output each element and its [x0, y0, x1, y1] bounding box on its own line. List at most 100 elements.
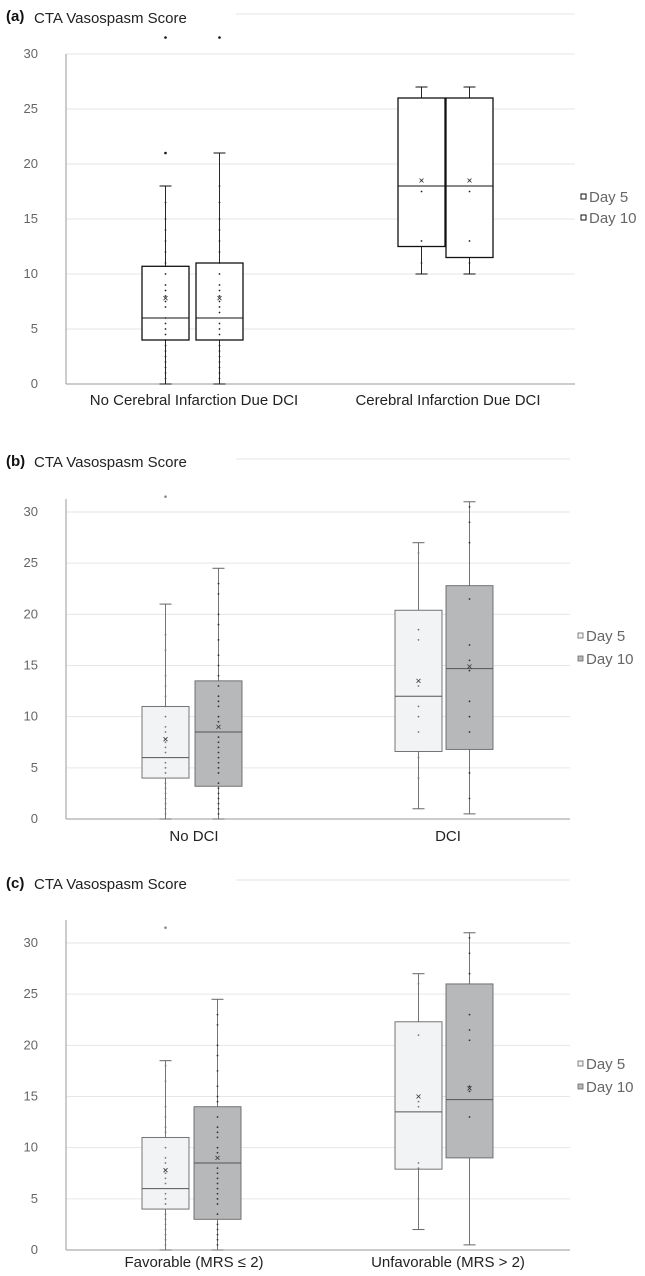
y-tick-label-25: 25 — [24, 101, 38, 116]
data-point — [417, 552, 420, 554]
y-tick-label-30: 30 — [24, 46, 38, 61]
data-point — [216, 1197, 219, 1200]
data-point — [164, 284, 167, 286]
data-point — [217, 766, 220, 769]
data-point — [218, 366, 221, 369]
data-point — [217, 802, 220, 805]
data-point — [218, 361, 221, 363]
data-point — [217, 756, 220, 759]
data-point — [218, 262, 221, 264]
panel-c-legend-day5-label: Day 5 — [586, 1056, 625, 1073]
outlier-point — [164, 926, 167, 929]
panel-b-legend: Day 5 Day 10 — [577, 628, 634, 668]
data-point — [164, 344, 167, 347]
data-point — [417, 1162, 420, 1164]
data-point — [218, 251, 221, 253]
mean-marker — [215, 1155, 220, 1161]
data-point — [218, 284, 221, 286]
data-point — [417, 685, 420, 687]
box-day-10-cat0 — [193, 998, 242, 1251]
data-point — [417, 715, 420, 718]
y-tick-label-15: 15 — [24, 658, 38, 673]
data-point — [164, 251, 167, 253]
data-point — [164, 1233, 167, 1236]
data-point — [216, 1085, 219, 1088]
data-point — [218, 311, 221, 314]
mean-marker — [416, 678, 421, 684]
data-point — [417, 983, 420, 985]
y-tick-label-10: 10 — [24, 266, 38, 281]
data-point — [216, 1167, 219, 1170]
panel-b-plot — [141, 495, 494, 820]
panel-a-title: CTA Vasospasm Score — [34, 10, 187, 27]
data-point — [468, 505, 471, 508]
panel-c-legend-day10-swatch — [577, 1083, 584, 1090]
data-point — [218, 240, 221, 242]
data-point — [164, 229, 167, 231]
data-point — [217, 592, 220, 595]
y-tick-label-20: 20 — [24, 156, 38, 171]
data-point — [216, 1172, 219, 1175]
data-point — [164, 322, 167, 325]
data-point — [217, 761, 220, 764]
data-point — [164, 772, 167, 774]
y-tick-label-30: 30 — [24, 935, 38, 950]
data-point — [218, 295, 221, 297]
data-point — [164, 761, 167, 764]
mean-marker — [467, 664, 472, 669]
panel-a-category-1: Cerebral Infarction Due DCI — [355, 392, 540, 409]
data-point — [216, 1177, 219, 1180]
data-point — [468, 541, 471, 544]
panel-c: (c) CTA Vasospasm Score 0 5 10 15 20 25 30 Fav… — [6, 875, 634, 1271]
data-point — [216, 1228, 219, 1231]
data-point — [216, 1126, 219, 1129]
data-point — [216, 1192, 219, 1195]
panel-c-legend-day5-swatch — [577, 1060, 584, 1067]
panel-c-title: CTA Vasospasm Score — [34, 876, 187, 893]
data-point — [216, 1187, 219, 1190]
data-point — [217, 720, 220, 723]
data-point — [164, 1162, 167, 1164]
data-point — [164, 751, 167, 754]
y-tick-label-15: 15 — [24, 211, 38, 226]
data-point — [164, 317, 167, 319]
data-point — [164, 1228, 167, 1231]
panel-c-y-ticks: 0 5 10 15 20 25 30 — [24, 935, 38, 1257]
data-point — [468, 669, 471, 672]
panel-b-category-0: No DCI — [169, 828, 218, 845]
data-point — [216, 1095, 219, 1098]
data-point — [164, 807, 167, 810]
box-iqr — [445, 97, 494, 259]
data-point — [164, 1177, 167, 1180]
data-point — [164, 366, 167, 369]
data-point — [218, 355, 221, 358]
data-point — [164, 695, 167, 698]
data-point — [468, 262, 471, 264]
box-day-10-cat0 — [194, 567, 243, 820]
data-point — [218, 333, 221, 336]
panel-a-legend: Day 5 Day 10 — [580, 189, 637, 227]
panel-b-title: CTA Vasospasm Score — [34, 454, 187, 471]
mean-marker — [467, 178, 472, 183]
data-point — [164, 741, 167, 744]
data-point — [216, 1100, 219, 1103]
data-point — [468, 772, 471, 774]
box-day-10-cat0 — [195, 36, 244, 385]
data-point — [164, 766, 167, 769]
box-day-5-cat0 — [141, 495, 190, 820]
data-point — [164, 1182, 167, 1185]
data-point — [164, 1080, 167, 1083]
data-point — [164, 726, 167, 728]
panel-c-category-0: Favorable (MRS ≤ 2) — [124, 1254, 263, 1271]
data-point — [417, 777, 420, 779]
data-point — [417, 731, 420, 733]
outlier-point — [164, 151, 167, 155]
data-point — [164, 685, 167, 687]
data-point — [468, 598, 471, 600]
data-point — [217, 705, 220, 708]
panel-a-legend-day5-label: Day 5 — [589, 189, 628, 206]
y-tick-label-10: 10 — [24, 709, 38, 724]
data-point — [468, 1116, 471, 1118]
data-point — [164, 372, 167, 374]
data-point — [216, 1054, 219, 1057]
